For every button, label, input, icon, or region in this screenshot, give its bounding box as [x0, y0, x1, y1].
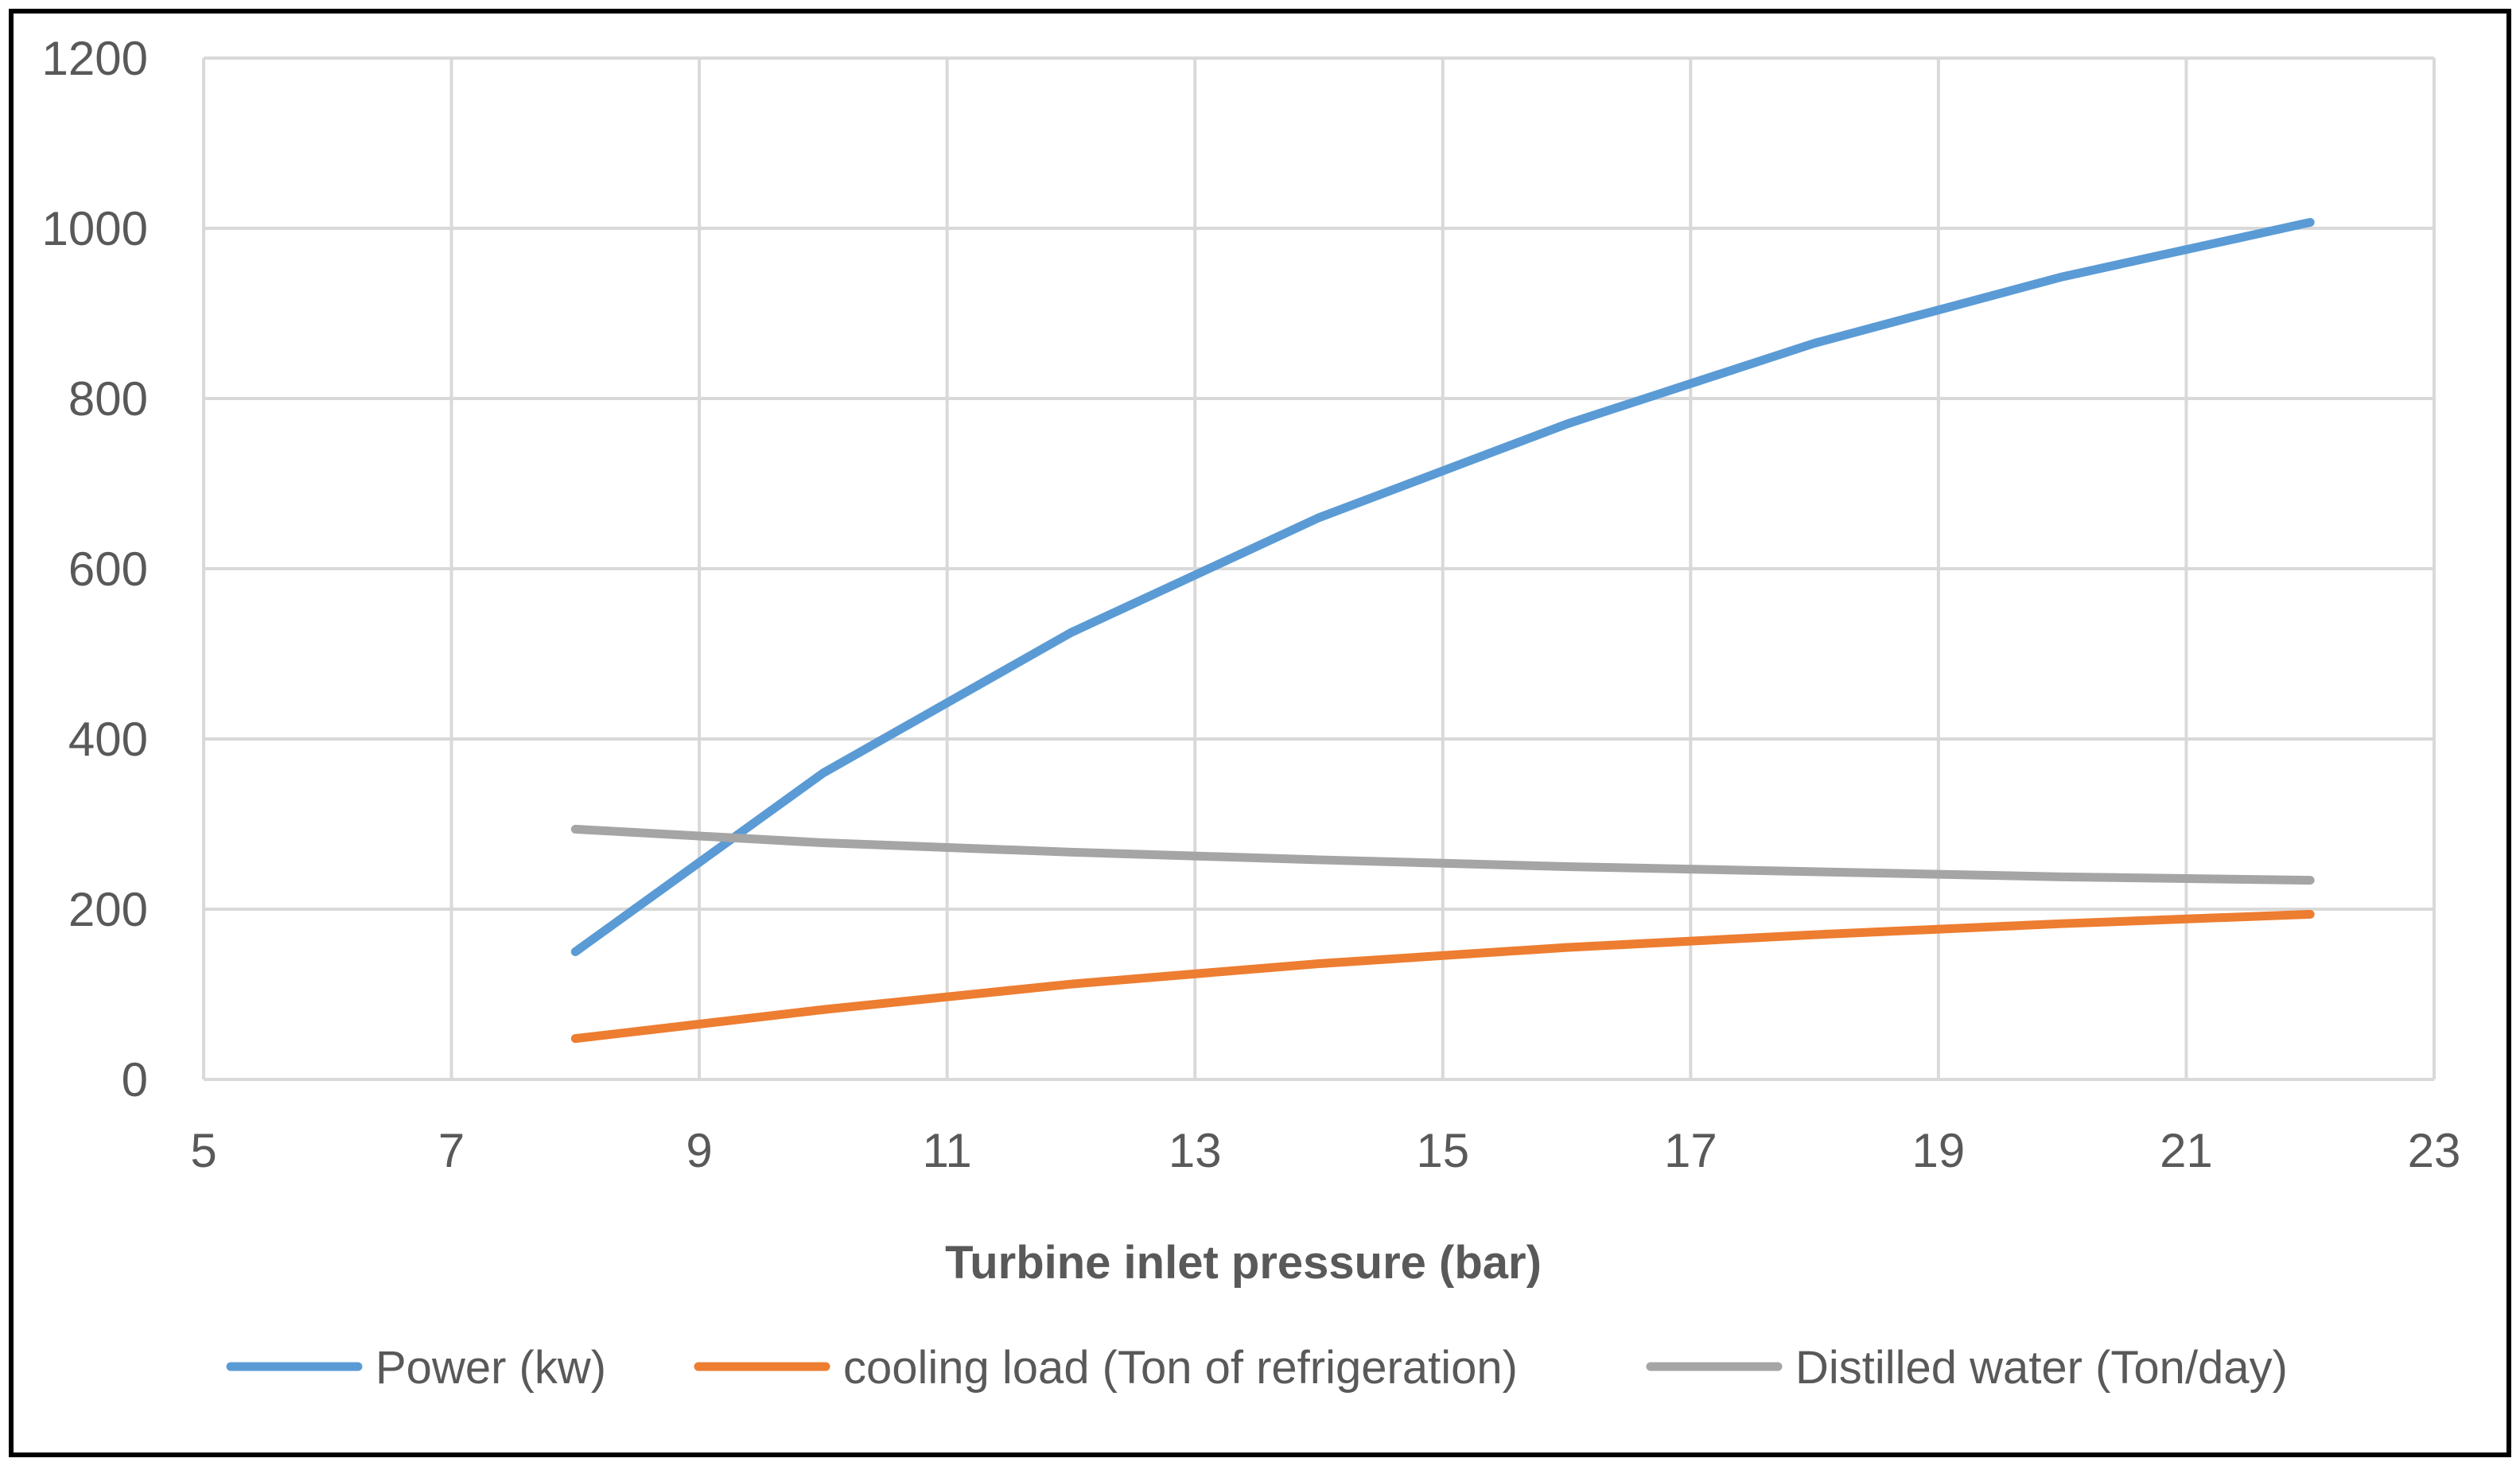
data-point	[2309, 913, 2311, 915]
x-tick-label: 23	[2408, 1124, 2461, 1177]
legend-label: cooling load (Ton of refrigeration)	[843, 1342, 1518, 1394]
y-tick-label: 800	[68, 372, 148, 426]
x-tick-label: 21	[2160, 1124, 2213, 1177]
data-point	[2309, 222, 2311, 224]
y-tick-label: 400	[68, 713, 148, 766]
y-tick-label: 1000	[42, 202, 148, 255]
data-point	[1318, 859, 1320, 861]
data-point	[1814, 342, 1815, 344]
x-tick-label: 7	[438, 1124, 465, 1177]
x-tick-label: 15	[1416, 1124, 1469, 1177]
data-point	[1566, 423, 1568, 425]
chart-border	[9, 9, 2511, 1457]
data-point	[2062, 276, 2063, 278]
data-point	[822, 1009, 824, 1010]
legend: Power (kw) cooling load (Ton of refrigera…	[226, 1342, 2288, 1394]
y-tick-label: 0	[122, 1053, 148, 1106]
x-tick-label: 19	[1912, 1124, 1966, 1177]
data-point	[1566, 866, 1568, 867]
data-point	[574, 828, 576, 830]
legend-label: Distilled water (Ton/day)	[1795, 1342, 2288, 1394]
x-tick-label: 5	[190, 1124, 216, 1177]
data-point	[1566, 947, 1568, 948]
axes: 5 7 9 11 13 15 17 19 21 23 0 200 400 600 800 1000 1200	[42, 32, 2461, 1177]
data-point	[574, 951, 576, 952]
data-point	[1318, 962, 1320, 964]
data-point	[1814, 871, 1815, 873]
x-tick-label: 17	[1664, 1124, 1717, 1177]
y-tick-label: 1200	[42, 32, 148, 85]
grid	[202, 56, 2436, 1081]
y-tick-label: 600	[68, 542, 148, 596]
y-tick-label: 200	[68, 883, 148, 936]
data-point	[822, 772, 824, 774]
series-line-1	[570, 218, 2315, 956]
series-lines	[570, 218, 2315, 1044]
series-line-3	[570, 824, 2315, 885]
data-point	[574, 1038, 576, 1040]
data-point	[1318, 517, 1320, 519]
x-tick-label: 11	[923, 1124, 972, 1177]
x-tick-label: 9	[686, 1124, 712, 1177]
series-line-2	[570, 909, 2315, 1044]
x-tick-label: 13	[1169, 1124, 1222, 1177]
x-axis-title: Turbine inlet pressure (bar)	[945, 1237, 1542, 1289]
data-point	[2309, 880, 2311, 881]
data-point	[822, 842, 824, 844]
legend-label: Power (kw)	[375, 1342, 606, 1394]
